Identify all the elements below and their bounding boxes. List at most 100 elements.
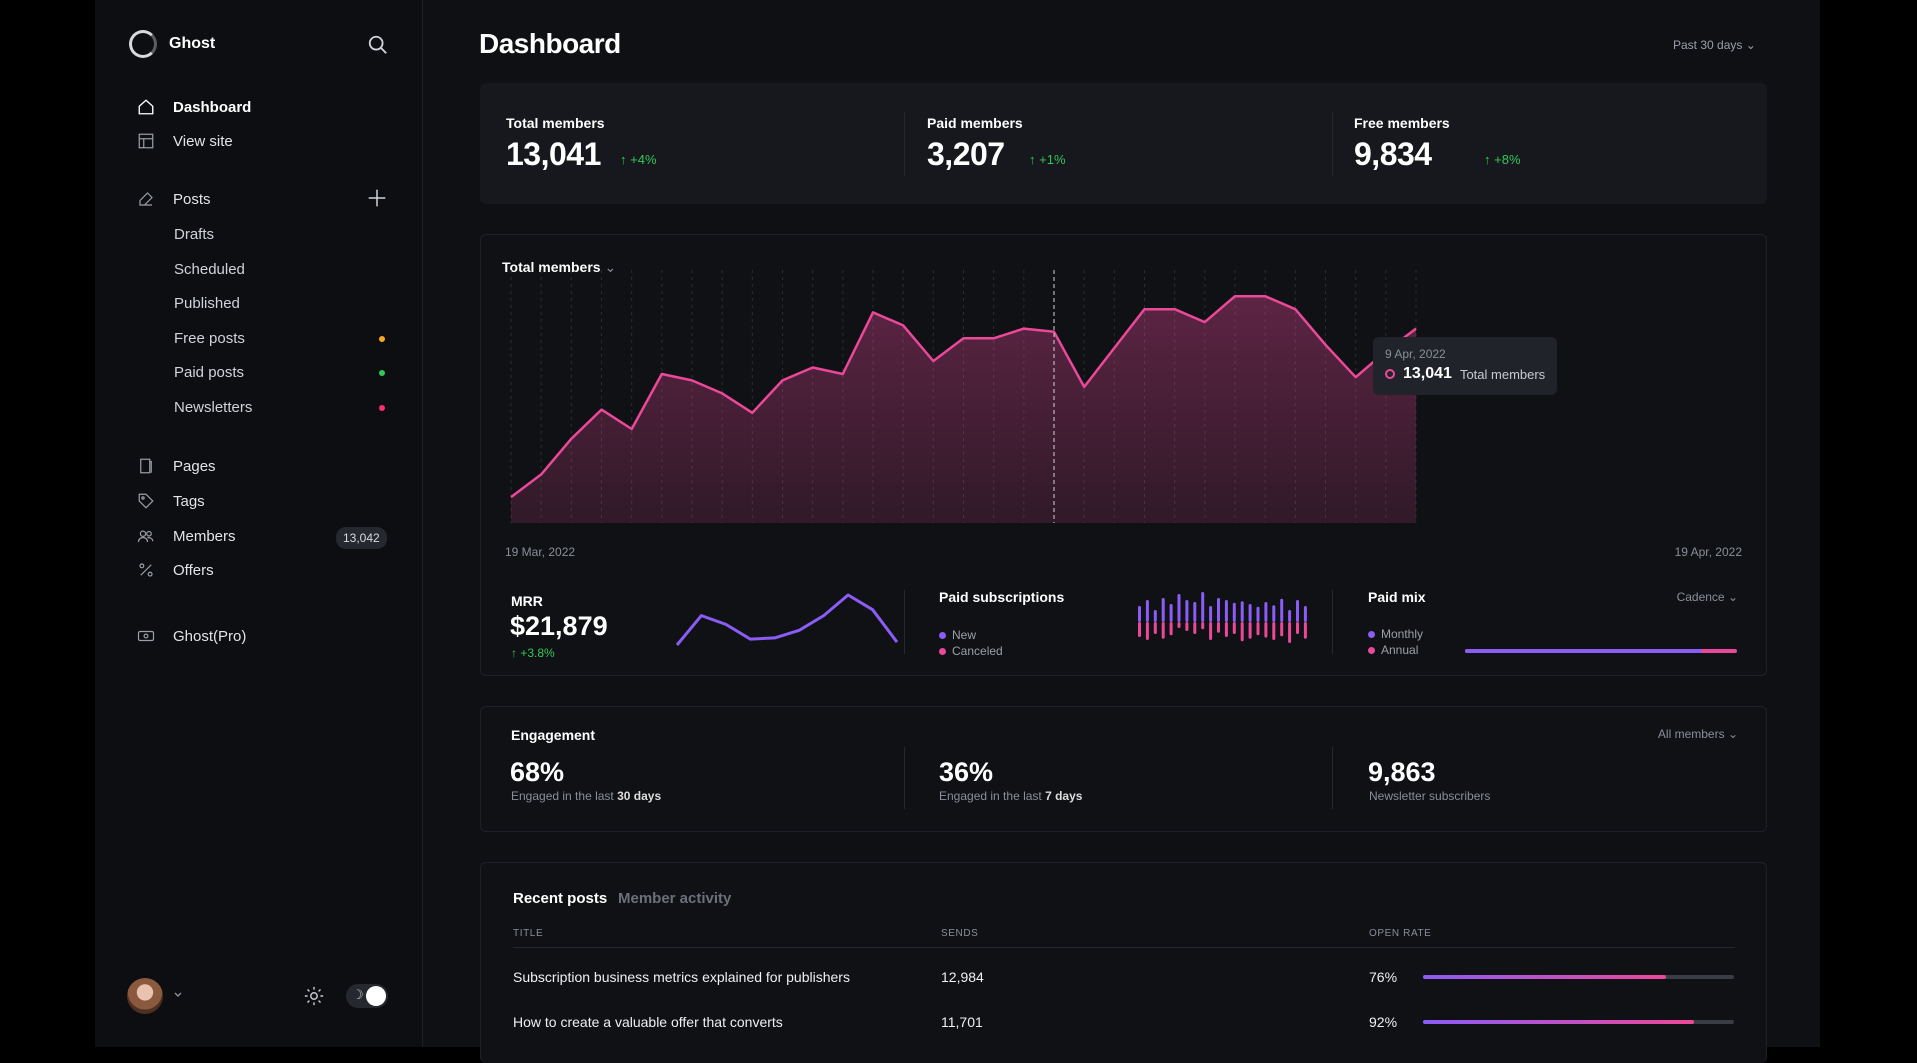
engagement-value: 68% (510, 757, 564, 788)
newsletters-dot (379, 405, 385, 411)
stat-delta-value: +8% (1494, 152, 1520, 167)
sidebar: Ghost Dashboard View site Posts Drafts S… (95, 0, 423, 1047)
avatar[interactable] (127, 978, 163, 1014)
open-rate-fill (1423, 975, 1666, 979)
legend-dot (939, 632, 946, 639)
theme-toggle[interactable]: ☽ (346, 984, 388, 1008)
sidebar-item-view-site[interactable]: View site (137, 132, 233, 150)
legend-monthly: Monthly (1368, 627, 1423, 641)
sidebar-item-label: Ghost(Pro) (173, 628, 246, 645)
legend-canceled: Canceled (939, 644, 1003, 658)
stat-value: 13,041 (506, 136, 601, 173)
sidebar-item-members[interactable]: Members (137, 527, 236, 545)
column-header-sends: SENDS (941, 928, 978, 939)
mrr-label: MRR (511, 593, 543, 609)
divider (904, 112, 905, 176)
chevron-down-icon: ⌄ (604, 259, 616, 275)
brand-name: Ghost (169, 35, 215, 53)
stat-delta: ↑ +1% (1029, 152, 1066, 167)
sidebar-item-label: Dashboard (173, 99, 251, 116)
toggle-knob (366, 986, 386, 1006)
stat-delta: ↑ +8% (1484, 152, 1521, 167)
search-icon[interactable] (367, 34, 389, 56)
paid-subscriptions-label: Paid subscriptions (939, 589, 1064, 605)
sidebar-item-pages[interactable]: Pages (137, 457, 216, 475)
chart-tooltip: 9 Apr, 2022 13,041 Total members (1373, 337, 1557, 395)
column-header-title: TITLE (513, 928, 543, 939)
recent-posts-card: Recent posts Member activity TITLE SENDS… (480, 862, 1767, 1063)
post-open-rate: 92% (1369, 1014, 1397, 1030)
engagement-title: Engagement (511, 727, 595, 743)
sidebar-item-label: Offers (173, 562, 214, 579)
divider (1332, 747, 1333, 809)
tab-member-activity[interactable]: Member activity (618, 890, 731, 907)
divider (904, 590, 905, 654)
brand[interactable]: Ghost (129, 30, 215, 58)
paid-mix-bar (1465, 649, 1737, 653)
sidebar-item-label: Members (173, 528, 236, 545)
tab-recent-posts[interactable]: Recent posts (513, 890, 607, 907)
chevron-down-icon[interactable] (173, 990, 183, 1000)
stat-delta-value: +1% (1039, 152, 1065, 167)
column-header-open-rate: OPEN RATE (1369, 928, 1431, 939)
sidebar-item-offers[interactable]: Offers (137, 561, 214, 579)
percent-icon (137, 561, 155, 579)
sidebar-item-scheduled[interactable]: Scheduled (174, 261, 245, 278)
post-sends: 12,984 (941, 969, 984, 985)
legend-dot (1368, 647, 1375, 654)
open-rate-bar (1423, 1020, 1734, 1024)
paid-mix-label: Paid mix (1368, 589, 1426, 605)
caption-bold: 7 days (1045, 789, 1082, 803)
members-chart-card: Total members ⌄ 19 Mar, 2022 19 Apr, 202… (480, 234, 1767, 676)
open-rate-bar (1423, 975, 1734, 979)
layout-icon (137, 132, 155, 150)
caption-text: Engaged in the last (939, 789, 1042, 803)
sidebar-item-newsletters[interactable]: Newsletters (174, 399, 252, 416)
tooltip-label: Total members (1460, 367, 1545, 382)
chart-end-date: 19 Apr, 2022 (1675, 545, 1742, 559)
sidebar-item-tags[interactable]: Tags (137, 492, 205, 510)
engagement-caption: Engaged in the last 30 days (511, 789, 661, 803)
sidebar-item-label: Posts (173, 191, 211, 208)
caption-bold: 30 days (617, 789, 661, 803)
chart-metric-select[interactable]: Total members ⌄ (502, 259, 616, 276)
sidebar-item-free-posts[interactable]: Free posts (174, 330, 245, 347)
divider (1332, 590, 1333, 654)
sidebar-item-published[interactable]: Published (174, 295, 240, 312)
sidebar-item-label: Tags (173, 493, 205, 510)
engagement-filter-select[interactable]: All members ⌄ (1658, 727, 1738, 741)
tooltip-value-row: 13,041 Total members (1385, 365, 1545, 383)
tag-icon (137, 492, 155, 510)
chart-title: Total members (502, 259, 601, 275)
stat-delta: ↑ +4% (620, 152, 657, 167)
sidebar-item-drafts[interactable]: Drafts (174, 226, 214, 243)
sidebar-item-posts[interactable]: Posts (137, 190, 211, 208)
edit-icon (137, 190, 155, 208)
mrr-delta-value: +3.8% (520, 646, 554, 660)
free-posts-dot (379, 336, 385, 342)
legend-label: Annual (1381, 643, 1418, 657)
open-rate-fill (1423, 1020, 1694, 1024)
gear-icon[interactable] (303, 985, 325, 1007)
tooltip-date: 9 Apr, 2022 (1385, 347, 1446, 361)
post-title[interactable]: Subscription business metrics explained … (513, 969, 850, 985)
app-window: Ghost Dashboard View site Posts Drafts S… (95, 0, 1820, 1047)
card-icon (137, 627, 155, 645)
engagement-card: Engagement All members ⌄ 68% Engaged in … (480, 706, 1767, 832)
stat-value: 9,834 (1354, 136, 1432, 173)
paid-posts-dot (379, 370, 385, 376)
sidebar-item-ghost-pro[interactable]: Ghost(Pro) (137, 627, 246, 645)
date-range-select[interactable]: Past 30 days ⌄ (1673, 38, 1756, 52)
chart-start-date: 19 Mar, 2022 (505, 545, 575, 559)
post-title[interactable]: How to create a valuable offer that conv… (513, 1014, 783, 1030)
member-stats-card: Total members 13,041 ↑ +4% Paid members … (480, 83, 1767, 204)
engagement-filter-label: All members (1658, 727, 1725, 741)
divider (1332, 112, 1333, 176)
home-icon (137, 98, 155, 116)
sidebar-item-label: Pages (173, 458, 216, 475)
legend-label: New (952, 628, 976, 642)
cadence-select[interactable]: Cadence ⌄ (1677, 590, 1738, 604)
add-post-icon[interactable] (367, 188, 387, 208)
sidebar-item-dashboard[interactable]: Dashboard (137, 98, 251, 116)
sidebar-item-paid-posts[interactable]: Paid posts (174, 364, 244, 381)
